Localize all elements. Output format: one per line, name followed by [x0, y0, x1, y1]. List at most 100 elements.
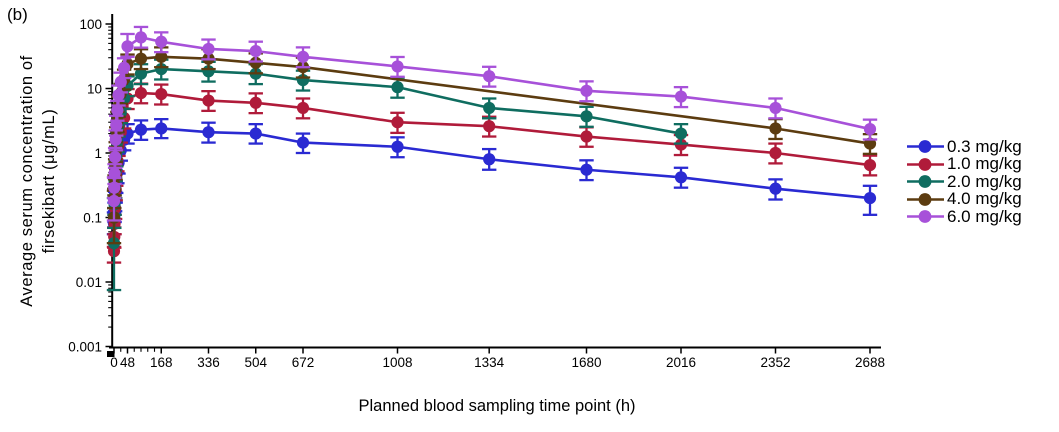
data-point	[202, 94, 215, 107]
data-point	[109, 151, 122, 164]
x-tick-label: 504	[244, 355, 267, 370]
legend-label: 0.3 mg/kg	[947, 136, 1022, 156]
legend-marker-icon	[907, 140, 944, 154]
legend: 0.3 mg/kg 1.0 mg/kg 2.0 mg/kg 4.0 mg/kg 6.0 …	[906, 136, 1022, 226]
y-tick-label: 0.01	[76, 275, 102, 290]
data-point	[580, 130, 593, 143]
x-tick-label: 0	[110, 355, 118, 370]
legend-item: 6.0 mg/kg	[906, 206, 1022, 226]
data-point	[118, 61, 131, 74]
data-point	[121, 40, 134, 53]
x-tick-label: 1008	[382, 355, 412, 370]
data-point	[107, 194, 121, 208]
data-point	[134, 123, 148, 136]
legend-item: 4.0 mg/kg	[906, 189, 1022, 209]
x-tick-label: 168	[150, 355, 173, 370]
data-point	[155, 87, 168, 101]
data-point	[483, 101, 496, 115]
data-point	[155, 122, 168, 135]
y-tick-label: 100	[79, 17, 102, 32]
x-tick-label: 2352	[760, 355, 790, 370]
x-tick-label: 672	[292, 355, 315, 370]
y-tick-label: 10	[87, 81, 102, 96]
y-tick-label: 0.001	[68, 339, 102, 354]
data-point	[580, 163, 593, 176]
data-point	[769, 122, 782, 135]
data-point	[249, 127, 262, 140]
data-point	[483, 153, 496, 166]
data-point	[483, 70, 496, 83]
y-tick-label: 1	[94, 146, 102, 161]
data-point	[155, 62, 168, 76]
x-tick-label: 2688	[855, 355, 885, 370]
data-point	[155, 50, 168, 63]
x-tick-label: 48	[120, 355, 135, 370]
data-point	[296, 136, 310, 149]
x-tick-label: 1680	[571, 355, 601, 370]
legend-label: 4.0 mg/kg	[947, 189, 1022, 209]
legend-label: 6.0 mg/kg	[947, 206, 1022, 226]
data-point	[110, 119, 123, 132]
data-point	[155, 35, 168, 48]
series-line	[112, 127, 871, 224]
data-point	[391, 140, 404, 153]
legend-label: 1.0 mg/kg	[947, 154, 1022, 174]
x-axis-title: Planned blood sampling time point (h)	[358, 397, 636, 415]
series-line	[112, 36, 871, 202]
x-tick-label: 2016	[666, 355, 696, 370]
legend-dot	[918, 140, 932, 154]
data-point	[296, 50, 310, 63]
legend-label: 2.0 mg/kg	[947, 171, 1022, 191]
data-point	[249, 56, 262, 69]
legend-marker-icon	[907, 175, 944, 189]
legend-marker-icon	[907, 210, 944, 224]
legend-dot	[918, 157, 932, 171]
data-point	[769, 101, 782, 115]
data-point	[769, 182, 782, 195]
data-point	[674, 90, 688, 103]
data-point	[391, 60, 404, 73]
origin-dose-marker	[107, 351, 115, 357]
legend-dot	[918, 210, 932, 224]
data-point	[134, 67, 148, 80]
data-point	[249, 96, 262, 109]
data-point	[769, 146, 782, 160]
data-point	[108, 167, 121, 180]
legend-marker-icon	[907, 192, 944, 206]
data-point	[108, 181, 121, 194]
x-tick-label: 1334	[474, 355, 505, 370]
data-point	[580, 110, 593, 123]
data-point	[134, 86, 148, 100]
data-point	[674, 127, 688, 140]
legend-item: 1.0 mg/kg	[906, 154, 1022, 174]
data-point	[134, 31, 148, 44]
data-point	[863, 122, 877, 136]
data-point	[391, 116, 404, 129]
data-point	[863, 158, 877, 172]
data-point	[863, 191, 877, 205]
y-tick-label: 0.1	[83, 210, 102, 225]
data-point	[296, 101, 310, 115]
data-point	[674, 171, 688, 184]
data-point	[112, 89, 125, 102]
data-point	[111, 104, 124, 117]
panel-label: (b)	[7, 5, 28, 24]
data-point	[202, 42, 215, 56]
series-6.0-mg-kg	[106, 25, 878, 222]
data-point	[391, 81, 404, 94]
legend-item: 2.0 mg/kg	[906, 171, 1022, 191]
legend-marker-icon	[907, 157, 944, 171]
data-point	[483, 120, 496, 133]
legend-dot	[918, 175, 932, 189]
data-point	[249, 45, 262, 58]
legend-dot	[918, 192, 932, 206]
x-tick-label: 336	[197, 355, 220, 370]
data-point	[109, 133, 122, 146]
legend-item: 0.3 mg/kg	[906, 136, 1022, 156]
data-point	[202, 126, 215, 139]
series-2.0-mg-kg	[106, 58, 689, 292]
data-point	[134, 52, 148, 65]
data-point	[580, 84, 593, 97]
